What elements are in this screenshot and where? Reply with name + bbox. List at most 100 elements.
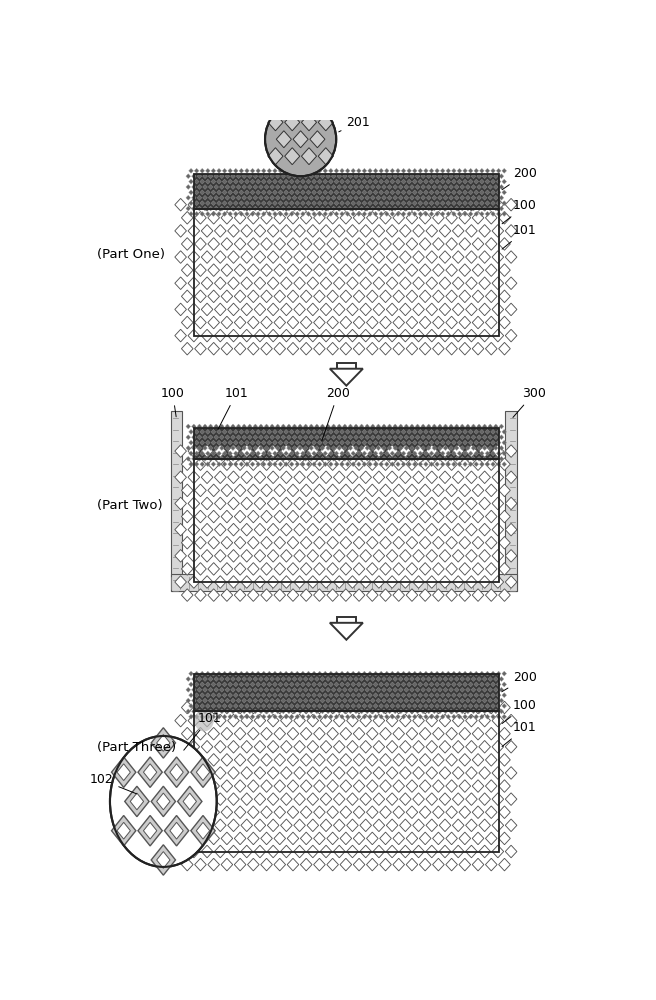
Polygon shape (459, 858, 470, 871)
Polygon shape (340, 212, 344, 216)
Polygon shape (439, 576, 451, 588)
Polygon shape (485, 563, 497, 575)
Polygon shape (186, 687, 191, 692)
Polygon shape (215, 550, 226, 562)
Polygon shape (333, 198, 345, 211)
Polygon shape (334, 190, 338, 195)
Polygon shape (386, 497, 398, 510)
Polygon shape (440, 462, 445, 467)
Polygon shape (409, 195, 415, 200)
Polygon shape (303, 456, 308, 461)
Polygon shape (499, 342, 510, 355)
Polygon shape (393, 342, 405, 355)
Polygon shape (460, 435, 464, 440)
Polygon shape (493, 435, 498, 440)
Polygon shape (449, 185, 453, 189)
Polygon shape (482, 456, 487, 461)
Polygon shape (492, 251, 504, 263)
Polygon shape (446, 451, 451, 456)
Polygon shape (426, 277, 438, 290)
Polygon shape (466, 424, 470, 429)
Polygon shape (337, 195, 342, 200)
Polygon shape (268, 148, 283, 165)
Polygon shape (314, 589, 325, 601)
Polygon shape (440, 704, 445, 708)
Polygon shape (300, 212, 305, 216)
Polygon shape (373, 550, 384, 562)
Polygon shape (298, 687, 302, 692)
Polygon shape (197, 435, 202, 440)
Polygon shape (451, 440, 456, 445)
Polygon shape (462, 440, 468, 445)
Polygon shape (354, 446, 358, 450)
Polygon shape (443, 206, 448, 211)
Polygon shape (424, 682, 428, 687)
Polygon shape (468, 179, 473, 184)
Polygon shape (485, 179, 490, 184)
Polygon shape (260, 806, 272, 819)
Polygon shape (274, 701, 285, 714)
Polygon shape (367, 832, 378, 845)
Polygon shape (419, 806, 431, 819)
Polygon shape (359, 687, 364, 692)
Polygon shape (260, 701, 272, 714)
Polygon shape (200, 682, 205, 687)
Polygon shape (426, 687, 431, 692)
Polygon shape (189, 451, 194, 456)
Polygon shape (314, 698, 319, 703)
Polygon shape (329, 462, 333, 467)
Polygon shape (331, 435, 336, 440)
Polygon shape (497, 704, 501, 708)
Polygon shape (359, 424, 364, 429)
Polygon shape (435, 714, 440, 719)
Polygon shape (362, 462, 367, 467)
Polygon shape (261, 451, 266, 456)
Polygon shape (239, 693, 244, 698)
Polygon shape (356, 671, 361, 676)
Polygon shape (306, 440, 311, 445)
Polygon shape (340, 238, 352, 250)
Polygon shape (295, 714, 300, 719)
Polygon shape (182, 701, 193, 714)
Polygon shape (337, 185, 342, 189)
Polygon shape (386, 523, 398, 536)
Polygon shape (326, 698, 331, 703)
Polygon shape (380, 589, 392, 601)
Polygon shape (241, 303, 253, 316)
Polygon shape (413, 714, 417, 719)
Polygon shape (457, 714, 462, 719)
Polygon shape (312, 693, 316, 698)
Polygon shape (480, 168, 484, 173)
Polygon shape (327, 832, 338, 845)
Polygon shape (292, 687, 297, 692)
Polygon shape (260, 238, 272, 250)
Polygon shape (462, 693, 468, 698)
Polygon shape (477, 174, 482, 179)
Polygon shape (228, 682, 232, 687)
Polygon shape (329, 704, 333, 708)
Polygon shape (241, 277, 253, 290)
Polygon shape (466, 185, 470, 189)
Polygon shape (220, 424, 224, 429)
Polygon shape (398, 687, 403, 692)
Polygon shape (205, 179, 210, 184)
Polygon shape (457, 179, 462, 184)
Polygon shape (446, 179, 451, 184)
Text: 101: 101 (502, 224, 537, 249)
Polygon shape (300, 682, 305, 687)
Polygon shape (415, 687, 420, 692)
Polygon shape (485, 440, 490, 445)
Polygon shape (432, 536, 444, 549)
Polygon shape (393, 701, 405, 714)
Polygon shape (413, 451, 417, 456)
Polygon shape (215, 471, 226, 484)
Polygon shape (289, 212, 294, 216)
Polygon shape (236, 698, 241, 703)
Polygon shape (197, 185, 202, 189)
Polygon shape (466, 195, 470, 200)
Polygon shape (333, 523, 345, 536)
Polygon shape (334, 201, 338, 206)
Polygon shape (499, 290, 510, 303)
Polygon shape (457, 704, 462, 708)
Polygon shape (373, 693, 378, 698)
